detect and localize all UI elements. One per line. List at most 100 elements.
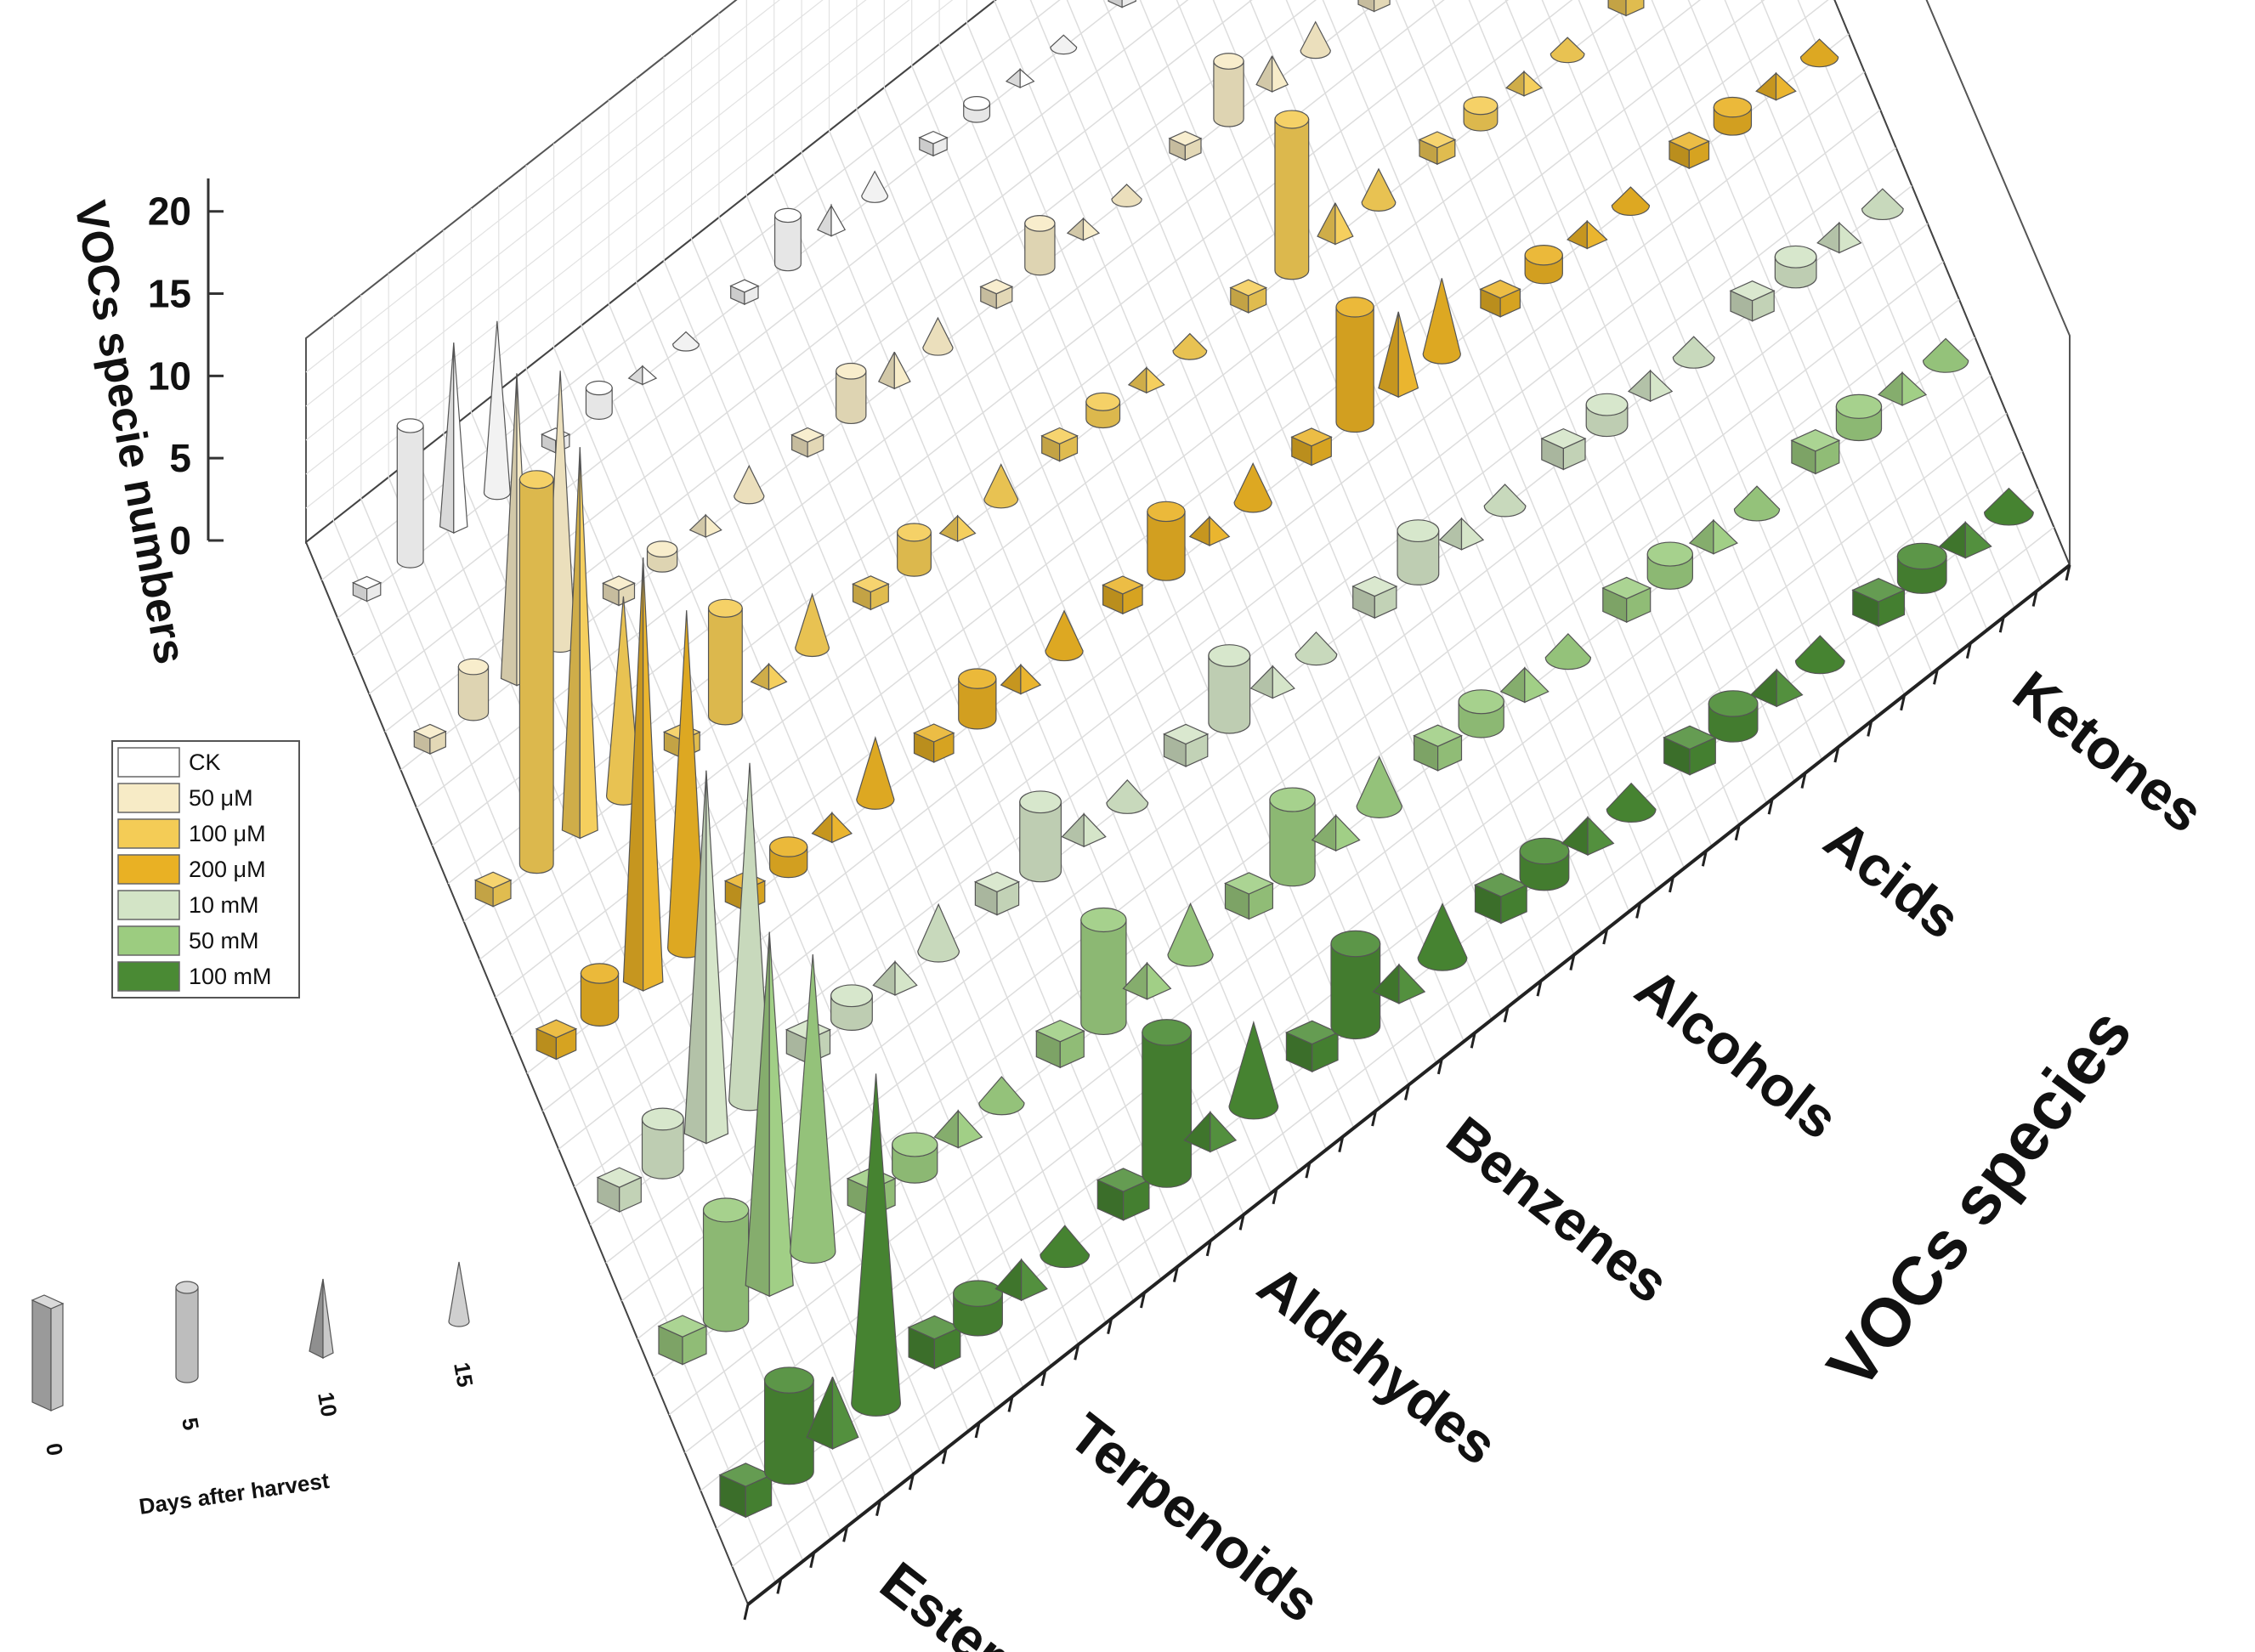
- bar-pyramid: [683, 770, 729, 1145]
- days-tick-label: 0: [41, 1441, 68, 1457]
- bar-box: [535, 1019, 578, 1061]
- bar-cone: [1045, 609, 1084, 661]
- bar-box: [918, 130, 949, 157]
- wall-gridline: [305, 0, 867, 441]
- days-axis-title: Days after harvest: [138, 1468, 331, 1519]
- bar-cone: [1417, 902, 1468, 971]
- bar-pyramid: [745, 931, 794, 1298]
- wall-gridline: [305, 0, 824, 407]
- category-label: Ketones: [2002, 659, 2215, 845]
- bar-cylinder: [1213, 53, 1244, 127]
- bar-cone: [1544, 633, 1592, 670]
- bar-cone: [1922, 337, 1969, 373]
- z-tick-label: 20: [148, 190, 191, 234]
- y-axis-title: VOCs species: [1812, 994, 2145, 1402]
- bar-pyramid: [1499, 666, 1550, 704]
- floor-gridline: [1724, 0, 1988, 631]
- bar-pyramid: [1755, 71, 1797, 101]
- bar-cylinder: [1463, 96, 1499, 132]
- bar-box: [1163, 723, 1210, 767]
- bar-cylinder: [1085, 392, 1121, 429]
- bar-box: [790, 427, 825, 458]
- bar-box: [718, 1462, 773, 1519]
- bar-pyramid: [1249, 665, 1295, 699]
- bar-cone: [1300, 20, 1331, 59]
- days-key-cone: [448, 1261, 470, 1327]
- bar-cylinder: [707, 598, 743, 726]
- bar-box: [1108, 0, 1136, 8]
- bar-pyramid: [688, 513, 722, 538]
- legend-swatch: [117, 961, 180, 992]
- bar-cone: [1172, 332, 1208, 360]
- bar-cone: [983, 463, 1019, 509]
- wall-gridline: [305, 0, 954, 509]
- legend-swatch: [117, 818, 180, 849]
- bar-cylinder: [457, 658, 490, 721]
- bar-box: [979, 279, 1014, 309]
- bar-pyramid: [1438, 517, 1485, 551]
- floor-gridline: [966, 22, 1410, 1085]
- bar-cylinder: [763, 1366, 814, 1485]
- bar-cylinder: [1208, 644, 1251, 734]
- bar-cone: [917, 902, 960, 963]
- bar-cone: [734, 464, 765, 505]
- floor-gridline: [1322, 0, 1686, 868]
- days-key-pyramid: [309, 1278, 334, 1359]
- legend-label: 50 μM: [189, 785, 253, 811]
- wall-gridline: [305, 0, 910, 475]
- bar-cylinder: [1774, 245, 1817, 289]
- z-tick-label: 0: [169, 518, 191, 563]
- z-tick-label: 5: [169, 436, 191, 480]
- days-key-box: [31, 1294, 65, 1412]
- bar-pyramid: [1311, 814, 1361, 852]
- bar-box: [1851, 578, 1906, 627]
- bar-box: [1418, 131, 1457, 166]
- bar-cylinder: [585, 380, 613, 420]
- bar-box: [473, 871, 513, 908]
- bar-pyramid: [1188, 515, 1231, 546]
- bar-cylinder: [953, 1280, 1003, 1337]
- bar-cone: [1984, 487, 2034, 526]
- legend-swatch: [117, 783, 180, 813]
- legend-swatch: [117, 890, 180, 920]
- bar-pyramid: [561, 447, 598, 840]
- bar-cylinder: [702, 1197, 750, 1332]
- bar-cylinder: [1335, 297, 1374, 433]
- bar-cone: [861, 170, 889, 203]
- bar-pyramid: [994, 1258, 1048, 1302]
- bar-box: [1224, 872, 1274, 920]
- bar-box: [1607, 0, 1645, 17]
- bar-pyramid: [938, 514, 977, 542]
- floor-gridline: [360, 498, 804, 1562]
- bar-box: [1357, 0, 1391, 13]
- bar-pyramid: [817, 203, 847, 237]
- bar-cylinder: [830, 984, 873, 1031]
- bar-pyramid: [750, 662, 788, 691]
- bar-pyramid: [877, 351, 911, 390]
- bar-box: [1229, 279, 1268, 314]
- bar-box: [596, 1167, 643, 1213]
- legend-label: 100 mM: [189, 964, 272, 989]
- bar-box: [1790, 429, 1841, 475]
- bar-pyramid: [1000, 663, 1042, 695]
- bar-cone: [1050, 34, 1078, 55]
- bar-cone: [1167, 902, 1214, 967]
- bar-box: [1474, 873, 1528, 925]
- bar-cone: [1733, 485, 1781, 522]
- bar-cone: [1106, 778, 1149, 814]
- bar-pyramid: [872, 960, 918, 996]
- bar-cone: [851, 1073, 901, 1417]
- floor-gridline: [883, 87, 1328, 1151]
- bar-box: [1284, 1020, 1340, 1073]
- bar-cone: [922, 316, 954, 356]
- bar-cylinder: [768, 836, 808, 879]
- bar-cone: [1606, 782, 1657, 823]
- floor-gridline: [1468, 0, 1795, 783]
- bar-pyramid: [1005, 68, 1035, 88]
- bar-cylinder: [646, 540, 678, 573]
- bar-cylinder: [1080, 907, 1127, 1035]
- bar-box: [1096, 1168, 1151, 1221]
- bar-pyramid: [1749, 668, 1804, 708]
- category-label: Benzenes: [1436, 1104, 1680, 1315]
- bar-pyramid: [1061, 812, 1107, 848]
